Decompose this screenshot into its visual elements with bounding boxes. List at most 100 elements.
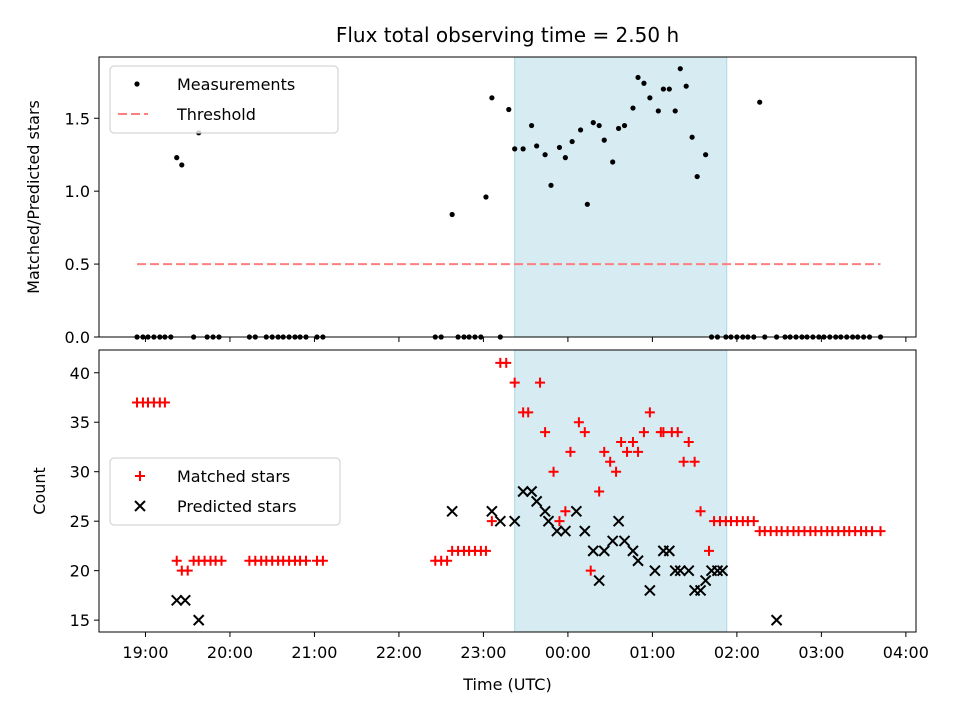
- predicted-stars-point: [627, 545, 639, 557]
- measurement-point: [483, 194, 489, 200]
- matched-stars-point: [695, 506, 706, 517]
- measurement-point: [174, 155, 180, 161]
- legend-plus-icon: [135, 471, 145, 481]
- predicted-stars-point: [517, 485, 529, 498]
- x-tick-label: 04:00: [883, 643, 929, 662]
- matched-stars-point: [683, 437, 694, 448]
- matched-stars-point: [599, 446, 610, 457]
- predicted-stars-point: [598, 545, 610, 557]
- y-axis-label: Matched/Predicted stars: [24, 100, 43, 294]
- matched-stars-point: [748, 516, 759, 527]
- predicted-stars-point: [612, 515, 625, 527]
- matched-stars-point: [658, 427, 669, 438]
- predicted-stars-point: [179, 594, 191, 607]
- predicted-stars-point: [446, 505, 458, 517]
- matched-stars-point: [523, 407, 534, 418]
- matched-stars-point: [585, 565, 596, 576]
- measurement-point: [647, 95, 653, 101]
- y-tick-label: 25: [70, 512, 90, 531]
- predicted-stars-point: [525, 485, 538, 498]
- matched-stars-point: [540, 427, 551, 438]
- predicted-stars-point: [171, 594, 183, 607]
- predicted-stars-point: [587, 545, 599, 557]
- measurement-point: [534, 143, 540, 149]
- y-axis-label: Count: [30, 467, 49, 515]
- legend-label: Predicted stars: [177, 497, 297, 516]
- y-tick-label: 35: [70, 413, 90, 432]
- matched-stars-point: [159, 397, 170, 408]
- measurement-point: [610, 159, 616, 165]
- x-axis-label: Time (UTC): [462, 675, 551, 694]
- measurement-point: [601, 137, 607, 143]
- measurement-point: [757, 99, 763, 105]
- measurement-point: [528, 122, 535, 129]
- predicted-stars-point: [770, 614, 783, 626]
- chart-title: Flux total observing time = 2.50 h: [336, 23, 679, 47]
- measurement-point: [542, 152, 548, 158]
- measurement-point: [621, 122, 628, 129]
- y-tick-label: 0.5: [65, 255, 90, 274]
- measurement-point: [655, 108, 661, 114]
- x-tick-label: 03:00: [798, 643, 844, 662]
- measurement-point: [703, 152, 709, 158]
- predicted-stars-point: [192, 614, 205, 626]
- matched-stars-point: [633, 446, 644, 457]
- measurement-point: [630, 105, 636, 111]
- predicted-stars-point: [669, 564, 681, 577]
- matched-stars-point: [509, 377, 520, 388]
- predicted-stars-point: [644, 584, 656, 597]
- series-matched-stars: [132, 357, 886, 576]
- legend-label: Matched stars: [177, 467, 290, 486]
- legend-box: [109, 457, 341, 526]
- legend: Measurements Threshold: [109, 65, 339, 134]
- x-tick-label: 22:00: [376, 643, 422, 662]
- measurement-point: [694, 173, 700, 180]
- predicted-stars-point: [542, 515, 555, 527]
- predicted-stars-point: [711, 564, 724, 577]
- predicted-stars-point: [570, 505, 583, 517]
- legend: Matched stars Predicted stars: [109, 457, 341, 526]
- observing-window-band: [514, 350, 727, 632]
- measurement-point: [584, 201, 590, 207]
- matched-stars-point: [644, 407, 655, 418]
- measurement-point: [512, 146, 518, 152]
- matched-stars-point: [300, 555, 311, 566]
- matched-stars-point: [486, 516, 497, 527]
- y-tick-label: 1.0: [65, 182, 90, 201]
- matched-stars-point: [579, 427, 590, 438]
- y-tick-label: 30: [70, 463, 90, 482]
- predicted-stars-point: [618, 535, 631, 547]
- measurement-point: [548, 182, 554, 188]
- measurement-point: [683, 83, 689, 89]
- measurement-point: [641, 80, 647, 86]
- y-tick-label: 20: [70, 562, 90, 581]
- y-tick-label: 1.5: [65, 109, 90, 128]
- matched-stars-point: [875, 526, 886, 537]
- predicted-stars-point: [579, 525, 591, 537]
- predicted-stars-point: [559, 525, 572, 537]
- measurement-point: [596, 122, 602, 129]
- x-tick-label: 19:00: [122, 643, 168, 662]
- y-tick-label: 0.0: [65, 328, 90, 347]
- measurement-point: [179, 162, 185, 168]
- x-tick-label: 23:00: [460, 643, 506, 662]
- y-tick-label: 15: [70, 611, 90, 630]
- predicted-stars-point: [632, 555, 644, 567]
- predicted-stars-point: [649, 564, 661, 577]
- matched-stars-point: [689, 456, 700, 467]
- predicted-stars-point: [699, 574, 712, 587]
- matched-stars-point: [672, 427, 683, 438]
- legend-label: Threshold: [176, 105, 256, 124]
- top-panel: 0.0 0.5 1.0 1.5 Matched/Predicted stars Measu…: [24, 56, 917, 347]
- predicted-stars-point: [663, 545, 676, 557]
- matched-stars-point: [594, 486, 605, 497]
- matched-stars-point: [867, 526, 878, 537]
- series-predicted-stars: [171, 485, 783, 626]
- matched-stars-point: [535, 377, 546, 388]
- matched-stars-point: [442, 555, 453, 566]
- x-tick-label: 00:00: [545, 643, 591, 662]
- predicted-stars-point: [694, 584, 707, 597]
- x-tick-label: 01:00: [629, 643, 675, 662]
- measurement-point: [449, 211, 455, 218]
